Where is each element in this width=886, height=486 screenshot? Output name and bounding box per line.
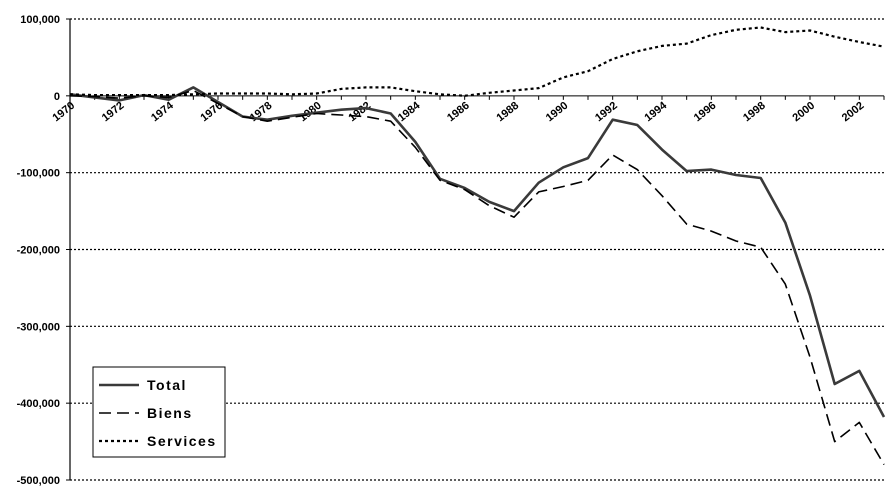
- y-tick-label: -100,000: [17, 168, 60, 180]
- legend-label-total: Total: [147, 377, 187, 393]
- x-tick-label: 1974: [149, 99, 176, 124]
- y-tick-label: 0: [54, 91, 60, 103]
- x-tick-label: 1986: [445, 100, 472, 125]
- x-tick-label: 1972: [100, 100, 127, 125]
- series-line-biens: [69, 89, 885, 466]
- y-tick-label: -200,000: [17, 245, 60, 257]
- x-tick-label: 1996: [692, 100, 719, 125]
- x-tick-label: 1994: [642, 99, 669, 124]
- legend-label-biens: Biens: [147, 405, 193, 421]
- legend: Total Biens Services: [92, 366, 226, 458]
- y-tick-label: -300,000: [17, 321, 60, 333]
- y-tick-label: -400,000: [17, 398, 60, 410]
- series-lines: [69, 26, 886, 466]
- y-axis: 100,000 0 -100,000 -200,000 -300,000 -400,000…: [17, 14, 71, 486]
- x-tick-label: 1984: [396, 99, 423, 124]
- y-tick-label: 100,000: [20, 14, 60, 26]
- x-axis: 1970 1972 1974 1976 1978 1980 1982 1984 1986 1988…: [50, 95, 885, 125]
- x-tick-label: 1982: [346, 100, 373, 125]
- legend-label-services: Services: [147, 433, 217, 449]
- y-tick-label: -500,000: [17, 475, 60, 486]
- x-tick-label: 2002: [840, 100, 867, 125]
- x-tick-label: 1970: [50, 100, 77, 125]
- legend-box: [92, 366, 226, 458]
- x-tick-label: 1990: [544, 100, 571, 125]
- x-tick-label: 1988: [494, 100, 521, 125]
- series-line-total: [69, 86, 886, 418]
- x-tick-label: 2000: [790, 100, 817, 125]
- x-tick-label: 1998: [741, 100, 768, 125]
- series-line-services: [69, 26, 885, 97]
